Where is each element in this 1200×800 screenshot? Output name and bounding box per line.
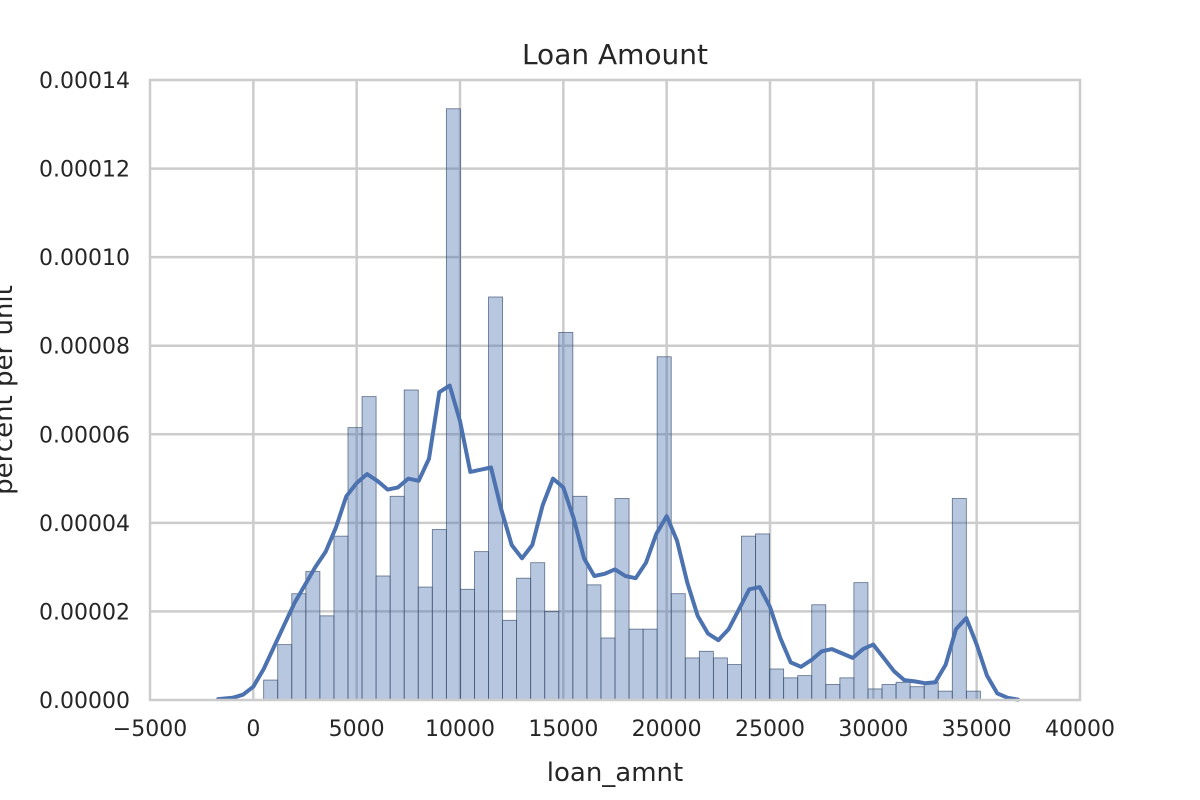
histogram-bar [937,690,953,701]
histogram-bar [375,575,391,701]
histogram-bar [600,637,616,701]
x-tick-label: 10000 [425,717,495,742]
histogram-bar [558,332,574,701]
y-tick-label: 0.00008 [39,335,130,360]
histogram-bar [783,677,799,701]
x-tick-label: 5000 [329,717,385,742]
x-tick-label: 30000 [838,717,908,742]
histogram-bar [698,650,714,701]
x-tick-labels: −5000 0 5000 10000 15000 20000 25000 30000 35000… [113,717,1115,742]
x-tick-label: 25000 [735,717,805,742]
x-tick-label: 0 [246,717,260,742]
x-tick-label: 35000 [942,717,1012,742]
y-tick-label: 0.00000 [39,689,130,714]
plot-frame [148,78,1082,702]
kde-curve [216,383,1020,702]
x-tick-label: 20000 [632,717,702,742]
y-axis-label: percent per unit [0,285,19,495]
y-tick-label: 0.00014 [39,69,130,94]
x-axis-label: loan_amnt [547,758,683,788]
y-tick-label: 0.00012 [39,158,130,183]
histogram-bar [853,582,869,701]
x-tick-label: −5000 [113,717,187,742]
histogram-bar [825,684,841,701]
histogram-bar [333,535,349,701]
histogram-bar [263,679,279,701]
histogram-bar [670,593,686,701]
histogram-bar [586,584,602,701]
histogram-bar [951,498,967,701]
histogram-bar [727,664,742,701]
histogram-bar [741,535,756,701]
histogram-bar [277,644,293,701]
histogram-bar [712,657,728,701]
histogram-bar [460,588,475,701]
y-tick-label: 0.00004 [39,512,130,537]
histogram-bar [417,586,433,701]
histogram-bar [769,668,785,701]
histogram-bar [361,396,377,701]
x-tick-label: 15000 [528,717,598,742]
y-tick-label: 0.00010 [39,246,130,271]
histogram-bar [389,495,405,701]
histogram-bar [403,389,419,701]
histogram-bar [965,690,981,701]
kde-line [216,383,1020,702]
histogram-bar [431,529,447,701]
histogram-bar [544,611,560,701]
histogram-bar [909,686,925,701]
histogram-bar [347,427,363,701]
histogram-bar [291,593,307,701]
histogram-bar [628,628,644,701]
histogram-bar [797,675,813,701]
histogram-bar [530,562,546,701]
histogram-bar [614,498,630,701]
histogram-bar [502,619,518,701]
histogram-bar [474,551,489,701]
histogram-bar [867,688,883,701]
histogram-bar [881,684,897,701]
y-tick-label: 0.00002 [39,600,130,625]
y-tick-label: 0.00006 [39,423,130,448]
histogram-bar [516,577,532,701]
histogram-bar [305,571,321,701]
chart-title: Loan Amount [522,38,708,71]
histogram-bars [263,108,981,701]
y-tick-labels: 0.00000 0.00002 0.00004 0.00006 0.00008 0.000… [39,69,130,714]
histogram-bar [642,628,658,701]
histogram-bar [684,657,700,701]
histogram-bar [319,615,335,701]
histogram-bar [755,533,770,701]
x-tick-label: 40000 [1045,717,1115,742]
histogram-bar [839,677,855,701]
histogram-bar [895,681,911,701]
